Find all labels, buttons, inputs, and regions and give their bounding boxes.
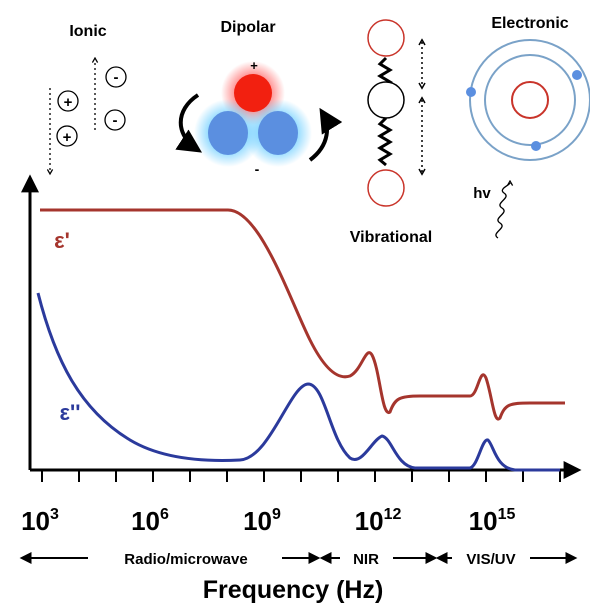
imaginary-label: ε'' [60, 400, 81, 425]
x-tick-label: 109 [243, 506, 281, 536]
vibrational-icon [368, 20, 422, 206]
x-tick-label: 103 [21, 506, 59, 536]
ion-plus: + [64, 94, 73, 111]
dipolar-icon [181, 61, 327, 167]
photon-label: hv [473, 185, 491, 202]
vibrational-label: Vibrational [350, 229, 432, 246]
diagram: Ionic + + - - Dipolar + - Vibrational El… [0, 0, 590, 608]
tick-base: 10 [131, 506, 160, 536]
real-label: ε' [54, 228, 70, 253]
minor-ticks [42, 470, 560, 482]
x-tick-label: 1012 [355, 506, 402, 536]
x-axis-title: Frequency (Hz) [203, 576, 384, 604]
tick-exponent: 6 [160, 506, 169, 523]
ion-minus: - [113, 112, 118, 129]
tick-exponent: 3 [50, 506, 59, 523]
ion-plus: + [63, 129, 72, 146]
tick-exponent: 12 [384, 506, 402, 523]
tick-exponent: 15 [498, 506, 516, 523]
x-tick-label: 1015 [469, 506, 516, 536]
x-tick-label: 106 [131, 506, 169, 536]
dipole-plus: + [250, 58, 258, 73]
tick-exponent: 9 [272, 506, 281, 523]
tick-base: 10 [469, 506, 498, 536]
dipole-minus: - [255, 161, 260, 177]
region-label: NIR [353, 551, 379, 568]
tick-base: 10 [21, 506, 50, 536]
ion-minus: - [114, 69, 119, 86]
electronic-label: Electronic [491, 15, 568, 32]
tick-base: 10 [355, 506, 384, 536]
region-label: VIS/UV [466, 551, 515, 568]
page: Ionic + + - - Dipolar + - Vibrational El… [0, 0, 590, 608]
dipolar-label: Dipolar [220, 19, 275, 36]
electronic-icon [466, 40, 590, 238]
region-label: Radio/microwave [124, 551, 247, 568]
ionic-label: Ionic [69, 23, 106, 40]
tick-base: 10 [243, 506, 272, 536]
